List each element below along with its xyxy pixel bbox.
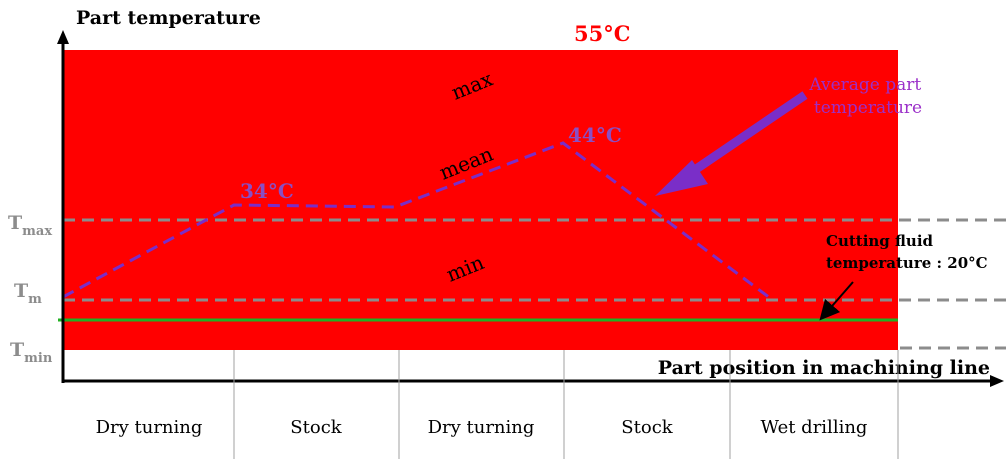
t-min-label-sub: min: [24, 351, 53, 366]
t-max-label-sub: max: [22, 224, 52, 239]
average-temperature-arrow-shaft: [677, 91, 808, 184]
average-temperature-arrow-head: [655, 160, 708, 196]
cutting-fluid-label-line1: Cutting fluid: [826, 232, 934, 250]
x-axis-arrow: [990, 375, 1004, 387]
first-plateau-temperature: 34°C: [240, 179, 294, 203]
t-min-label: Tmin: [10, 339, 53, 366]
peak-temperature-label: 55°C: [574, 21, 630, 46]
y-axis-title: Part temperature: [76, 7, 261, 29]
second-peak-temperature: 44°C: [568, 123, 622, 147]
t-m-label-sub: m: [28, 292, 42, 307]
t-max-label: Tmax: [8, 212, 52, 239]
x-axis-title: Part position in machining line: [658, 357, 990, 379]
t-m-label: Tm: [14, 280, 42, 307]
cutting-fluid-label-line2: temperature : 20°C: [826, 254, 988, 272]
stage-label-dry-turning-1: Dry turning: [96, 417, 203, 438]
stage-label-stock-1: Stock: [290, 417, 342, 438]
t-m-label-base: T: [14, 280, 28, 302]
cutting-fluid-label: Cutting fluid temperature : 20°C: [826, 232, 988, 272]
cutting-fluid-arrow: [819, 281, 854, 321]
y-axis-arrow: [57, 30, 69, 44]
average-temperature-label-line1: Average part: [808, 75, 921, 95]
average-temperature-label-line2: temperature: [814, 98, 922, 118]
stage-label-wet-drilling: Wet drilling: [761, 417, 868, 438]
stage-label-dry-turning-2: Dry turning: [428, 417, 535, 438]
t-max-label-base: T: [8, 212, 22, 234]
t-min-label-base: T: [10, 339, 24, 361]
average-temperature-label: Average part temperature: [808, 75, 926, 118]
stage-label-stock-2: Stock: [621, 417, 673, 438]
